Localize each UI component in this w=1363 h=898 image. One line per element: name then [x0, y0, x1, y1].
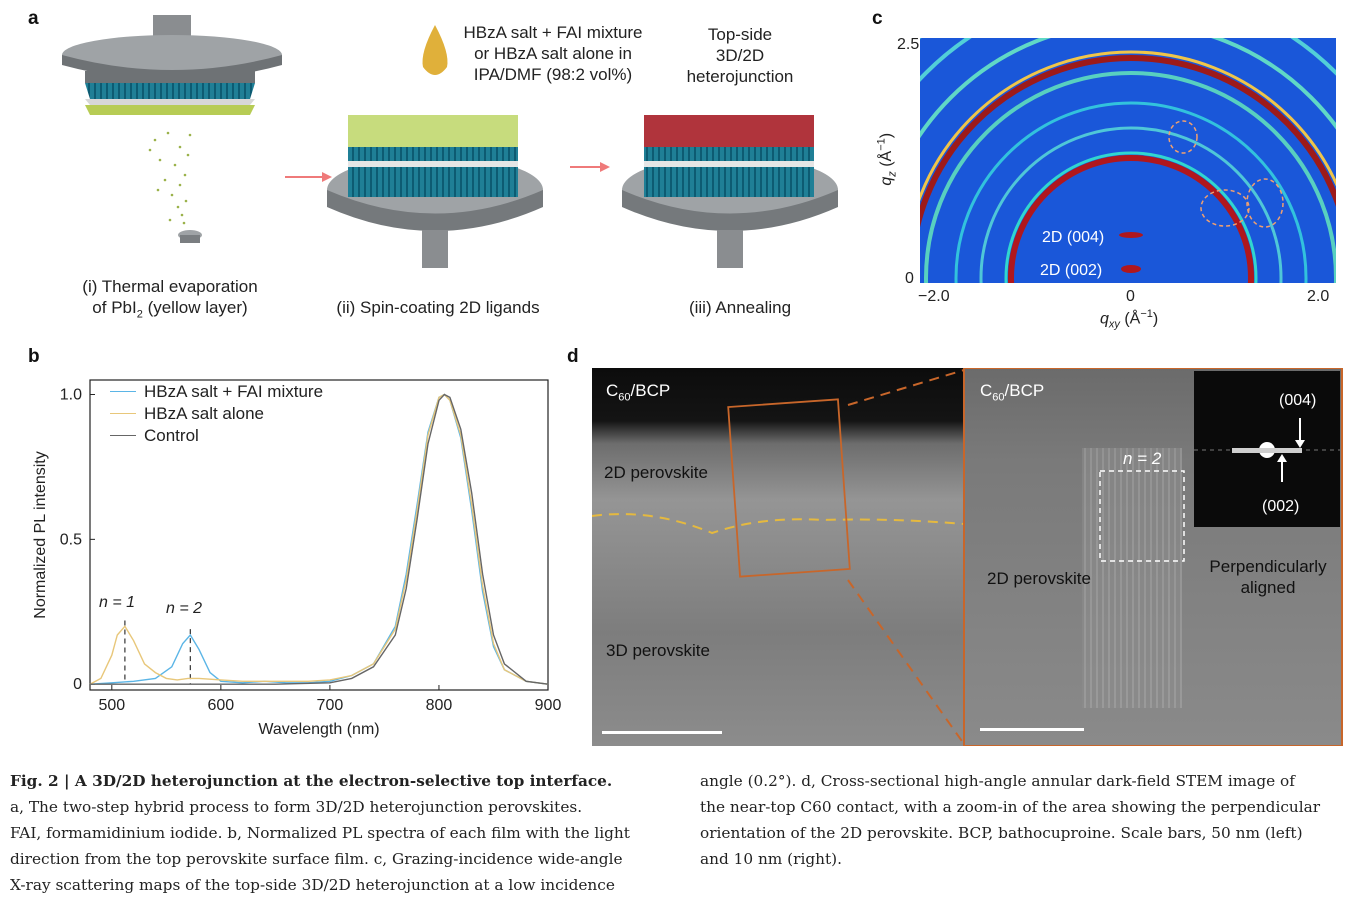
stem-images: [592, 368, 1343, 746]
x-axis-label: Wavelength (nm): [258, 721, 379, 738]
c-xtick-right: 2.0: [1307, 288, 1330, 305]
x-tick-label: 900: [535, 697, 562, 714]
highlight-ellipse-1: [1168, 120, 1198, 154]
interface-line: [592, 513, 965, 535]
right-2d-label: 2D perovskite: [987, 569, 1091, 588]
highlight-ellipse-3: [1246, 178, 1284, 228]
caption-left: Fig. 2 | A 3D/2D heterojunction at the e…: [10, 768, 680, 898]
legend-control: Control: [144, 426, 199, 445]
legend-salt: HBzA salt alone: [144, 404, 265, 423]
step1-label: (i) Thermal evaporation of PbI2 (yellow …: [82, 277, 258, 321]
step3-label: (iii) Annealing: [688, 298, 792, 317]
panel-d-label: d: [567, 346, 579, 367]
evaporation-vapor: [148, 131, 192, 225]
legend-swatch-mixture: [110, 391, 136, 392]
series-line-1: [89, 393, 549, 685]
y-axis-label: Normalized PL intensity: [32, 451, 49, 618]
panel-a-illustration: [62, 15, 838, 268]
peak-002-label: 2D (002): [1040, 262, 1103, 279]
series-line-2: [90, 393, 549, 685]
y-tick-label: 1.0: [60, 386, 82, 403]
peak-004-label: 2D (004): [1042, 229, 1105, 246]
y-tick-label: 0.5: [60, 531, 82, 548]
heterojunction-layer: [644, 115, 814, 147]
left-c60-label: C60/BCP: [606, 381, 671, 404]
caption-right: angle (0.2°). d, Cross-sectional high-an…: [700, 772, 1321, 868]
panel-c-label: c: [872, 8, 883, 29]
legend-swatch-control: [110, 435, 136, 436]
droplet-icon: [422, 25, 448, 75]
right-c60-label: C60/BCP: [980, 381, 1045, 404]
x-tick-label: 800: [426, 697, 453, 714]
figure-title: Fig. 2 | A 3D/2D heterojunction at the e…: [10, 772, 613, 790]
left-3d-label: 3D perovskite: [606, 641, 710, 660]
zoom-box: [727, 398, 851, 578]
fft-004-label: (004): [1279, 392, 1317, 409]
fft-002-label: (002): [1262, 498, 1300, 515]
legend-swatch-salt: [110, 413, 136, 414]
panel-a-label: a: [28, 8, 39, 29]
stage-top: [62, 35, 282, 75]
ligand-layer: [348, 115, 518, 147]
annotation-n1: n = 1: [99, 594, 136, 611]
pl-spectra-chart: 500 600 700 800 900 0 0.5 1.0 Wavelength (nm) Nor…: [32, 379, 562, 738]
aligned-label: Perpendicularly aligned: [1209, 557, 1327, 597]
n2-box: [1099, 470, 1185, 562]
left-2d-label: 2D perovskite: [604, 463, 708, 482]
c-xtick-left: −2.0: [918, 288, 950, 305]
scale-bar-left: [602, 731, 722, 734]
c-xlabel: qxy (Å−1): [1100, 308, 1159, 331]
c-ylabel: qz (Å−1): [875, 132, 899, 186]
x-tick-label: 500: [98, 697, 125, 714]
highlight-ellipse-2: [1200, 189, 1250, 227]
legend-mixture: HBzA salt + FAI mixture: [144, 382, 324, 401]
solution-text: HBzA salt + FAI mixture or HBzA salt alo…: [463, 23, 643, 84]
right-n2-label: n = 2: [1123, 449, 1162, 468]
stem-left-image: [592, 368, 964, 746]
c-xtick-mid: 0: [1126, 288, 1135, 305]
x-tick-label: 700: [317, 697, 344, 714]
annotation-n2: n = 2: [166, 600, 203, 617]
y-tick-label: 0: [73, 676, 82, 693]
scale-bar-right: [980, 728, 1084, 731]
x-tick-label: 600: [208, 697, 235, 714]
result-text: Top-side 3D/2D heterojunction: [686, 25, 794, 86]
panel-b-label: b: [28, 346, 40, 367]
c-ytick-zero: 0: [905, 270, 914, 287]
giwaxs-map: [920, 38, 1336, 283]
plot-frame: [89, 379, 549, 691]
c-ytick-top: 2.5: [897, 36, 920, 53]
step2-label: (ii) Spin-coating 2D ligands: [336, 298, 540, 317]
